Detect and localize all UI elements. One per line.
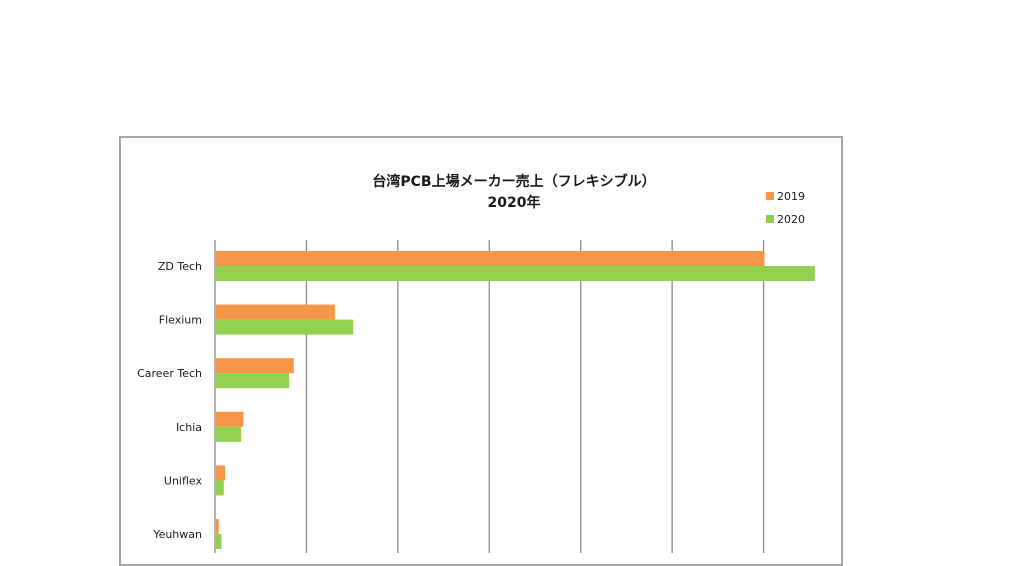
bar-2020 bbox=[216, 534, 222, 549]
category-label: Yeuhwan bbox=[152, 528, 202, 541]
chart-title: 台湾PCB上場メーカー売上（フレキシブル） bbox=[372, 173, 655, 190]
bar-2019 bbox=[216, 411, 244, 427]
category-label: Career Tech bbox=[137, 367, 202, 380]
bar-2020 bbox=[216, 373, 290, 389]
bar-2020 bbox=[216, 266, 815, 281]
category-label: Uniflex bbox=[164, 474, 203, 487]
legend-label-2020: 2020 bbox=[777, 213, 805, 226]
legend-swatch-2019 bbox=[766, 192, 774, 200]
category-label: Flexium bbox=[159, 314, 202, 327]
category-labels: ZD Tech Flexium Career Tech Ichia Uniflex Yeu… bbox=[137, 260, 202, 541]
legend-swatch-2020 bbox=[766, 215, 774, 223]
bar-2020 bbox=[216, 319, 354, 335]
bar-chart: 台湾PCB上場メーカー売上（フレキシブル） 2020年 2019 2020 ZD … bbox=[137, 173, 815, 553]
category-label: Ichia bbox=[176, 421, 202, 434]
chart-frame bbox=[119, 136, 843, 566]
category-label: ZD Tech bbox=[158, 260, 202, 273]
bars bbox=[216, 251, 815, 549]
bar-2020 bbox=[216, 480, 224, 496]
legend: 2019 2020 bbox=[766, 190, 805, 226]
bar-2019 bbox=[216, 358, 294, 374]
legend-label-2019: 2019 bbox=[777, 190, 805, 203]
bar-2019 bbox=[216, 465, 226, 481]
bar-2019 bbox=[216, 304, 335, 320]
chart-subtitle: 2020年 bbox=[488, 194, 541, 211]
bar-2020 bbox=[216, 426, 242, 442]
bar-2019 bbox=[216, 251, 765, 266]
gridlines bbox=[214, 240, 765, 553]
bar-2019 bbox=[216, 519, 219, 534]
page: 台湾PCB上場メーカー売上（フレキシブル） 2020年 2019 2020 ZD … bbox=[119, 136, 843, 566]
